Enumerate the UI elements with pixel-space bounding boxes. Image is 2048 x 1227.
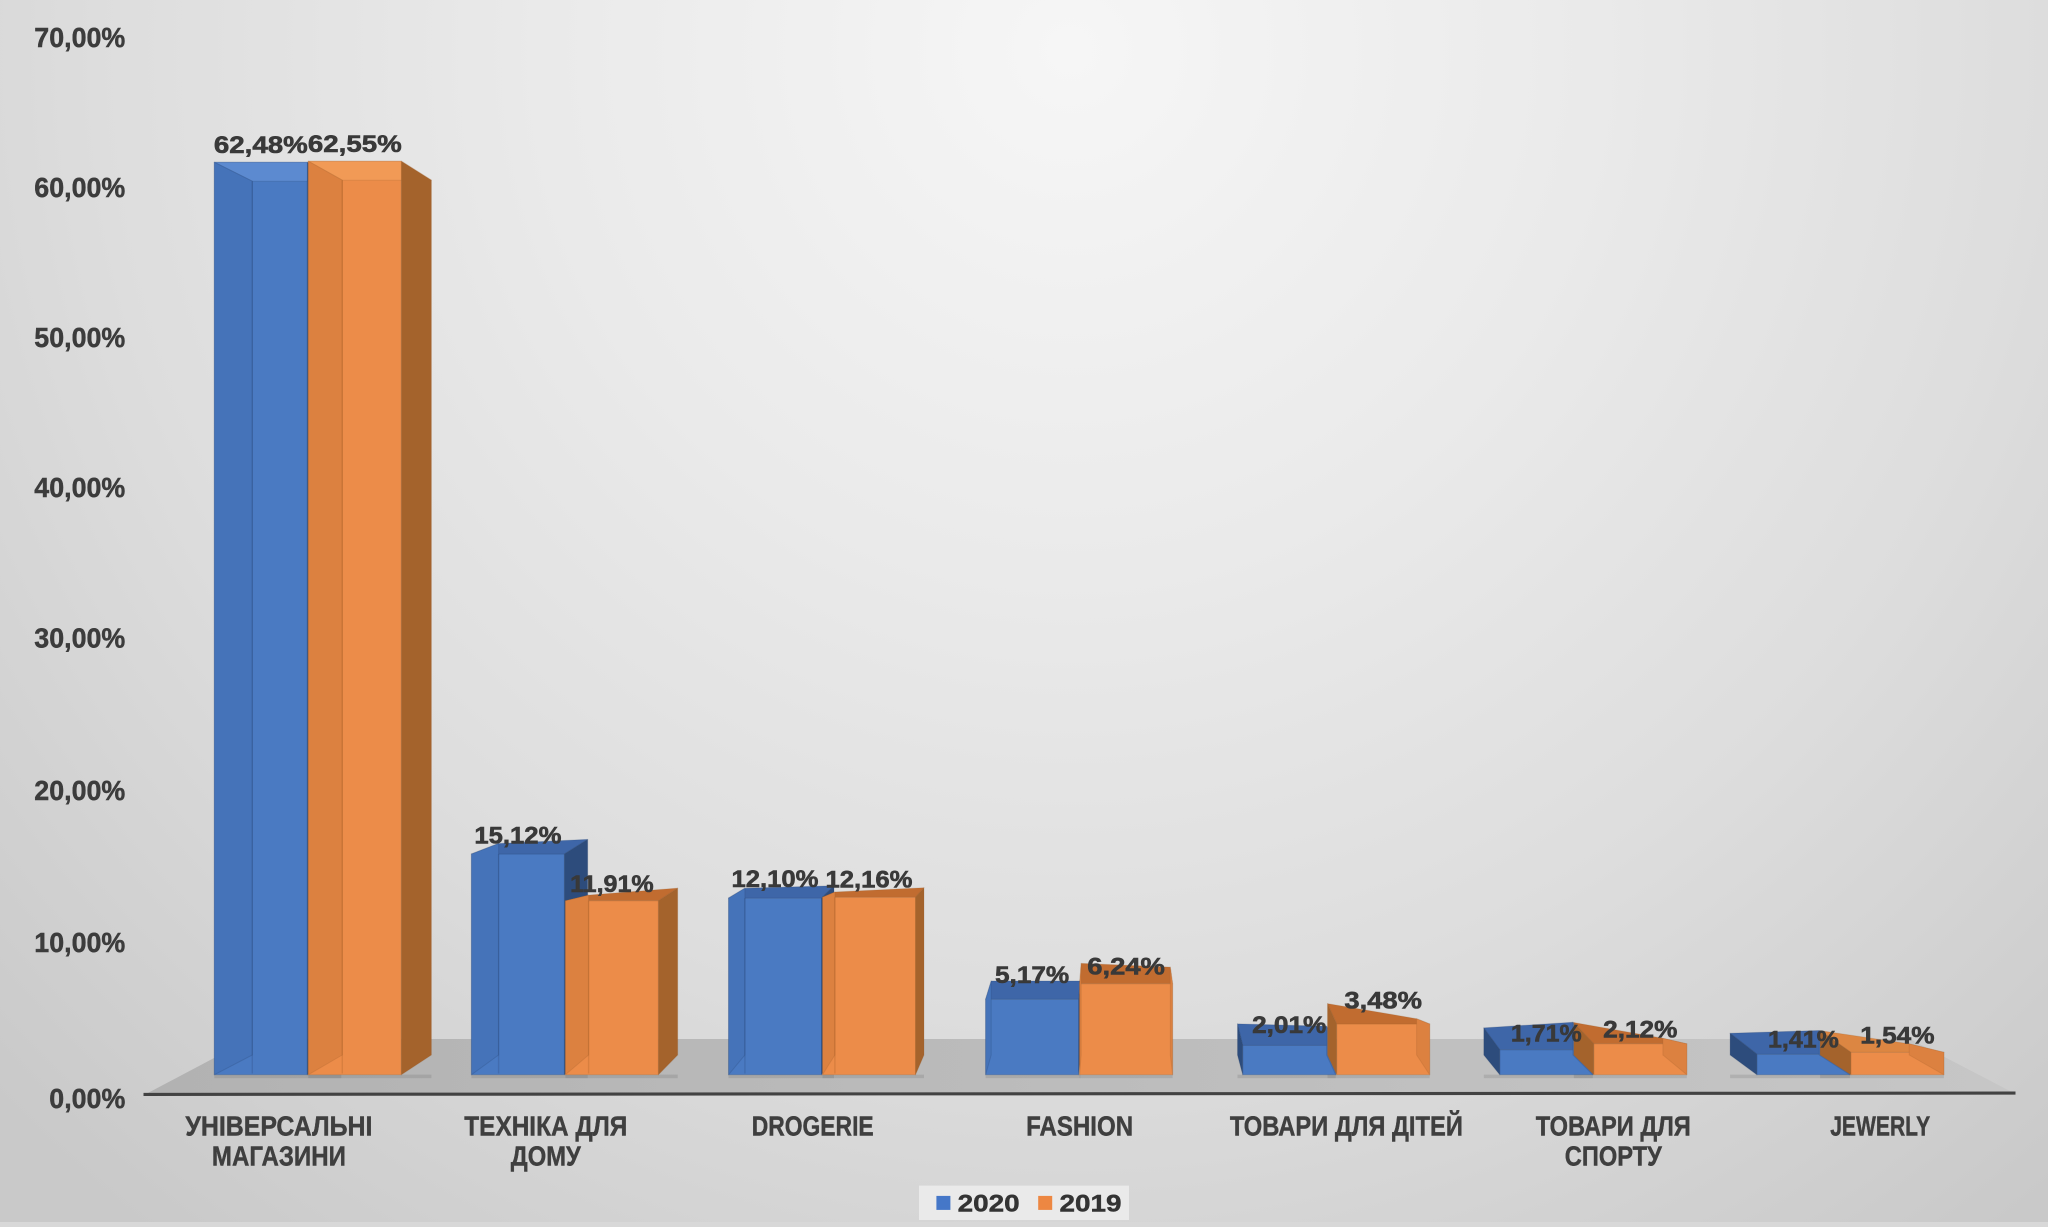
svg-text:2,01%: 2,01% — [1252, 1012, 1326, 1039]
svg-text:МАГАЗИНИ: МАГАЗИНИ — [212, 1140, 346, 1171]
svg-text:JEWERLY: JEWERLY — [1830, 1111, 1930, 1142]
svg-text:ТОВАРИ ДЛЯ ДІТЕЙ: ТОВАРИ ДЛЯ ДІТЕЙ — [1230, 1110, 1463, 1142]
svg-text:5,17%: 5,17% — [995, 962, 1069, 989]
svg-text:СПОРТУ: СПОРТУ — [1565, 1140, 1662, 1171]
svg-text:3,48%: 3,48% — [1344, 988, 1422, 1015]
svg-text:60,00%: 60,00% — [34, 172, 125, 203]
svg-text:12,16%: 12,16% — [826, 867, 913, 894]
svg-text:62,55%: 62,55% — [308, 131, 402, 158]
svg-text:10,00%: 10,00% — [34, 927, 125, 958]
svg-text:0,00%: 0,00% — [49, 1083, 125, 1114]
svg-text:2,12%: 2,12% — [1603, 1017, 1677, 1044]
svg-text:2020: 2020 — [958, 1190, 1020, 1217]
svg-text:70,00%: 70,00% — [34, 22, 125, 53]
svg-text:40,00%: 40,00% — [34, 472, 125, 503]
svg-text:УНІВЕРСАЛЬНІ: УНІВЕРСАЛЬНІ — [185, 1111, 372, 1142]
svg-text:11,91%: 11,91% — [570, 871, 654, 898]
svg-text:12,10%: 12,10% — [732, 866, 819, 893]
svg-text:FASHION: FASHION — [1026, 1111, 1133, 1142]
svg-text:DROGERIE: DROGERIE — [752, 1111, 874, 1142]
svg-text:ТЕХНІКА ДЛЯ: ТЕХНІКА ДЛЯ — [464, 1111, 627, 1142]
svg-text:1,54%: 1,54% — [1860, 1023, 1934, 1050]
svg-text:1,71%: 1,71% — [1511, 1021, 1582, 1048]
svg-text:6,24%: 6,24% — [1087, 953, 1165, 980]
svg-text:20,00%: 20,00% — [34, 775, 125, 806]
svg-text:62,48%: 62,48% — [214, 132, 308, 159]
svg-text:15,12%: 15,12% — [474, 822, 561, 849]
svg-text:50,00%: 50,00% — [34, 322, 125, 353]
svg-text:ДОМУ: ДОМУ — [511, 1140, 581, 1171]
svg-text:1,41%: 1,41% — [1768, 1027, 1839, 1054]
svg-text:30,00%: 30,00% — [34, 623, 125, 654]
svg-text:2019: 2019 — [1060, 1190, 1122, 1217]
svg-text:ТОВАРИ ДЛЯ: ТОВАРИ ДЛЯ — [1536, 1111, 1691, 1142]
